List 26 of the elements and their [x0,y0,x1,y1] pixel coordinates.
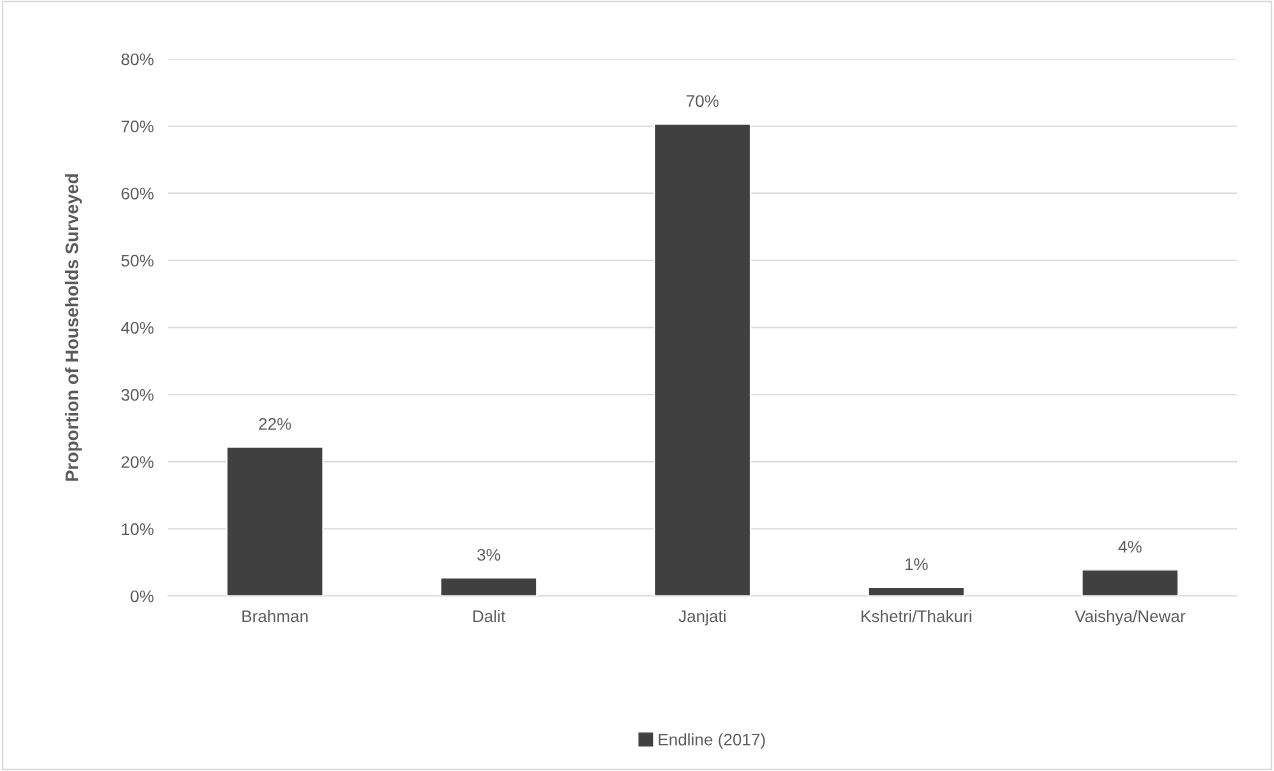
x-tick-label: Dalit [473,609,506,623]
y-tick-label: 0% [130,590,154,603]
data-label: 70% [686,95,719,107]
legend-label: Endline (2017) [658,733,765,749]
y-tick-label: 70% [121,120,154,133]
x-tick-label: Vaishya/Newar [1074,609,1186,626]
bar [439,577,538,596]
x-tick-label: Kshetri/Thakuri [861,609,972,623]
bar [867,586,966,596]
data-label: 22% [259,418,291,430]
x-tick-label: Janjati [678,609,726,626]
y-tick-label: 10% [122,523,154,536]
y-tick-label: 30% [121,389,154,401]
bar [226,446,324,596]
y-axis-title: Proportion of Households Surveyed [65,174,82,481]
y-tick-label: 50% [121,254,154,267]
bar [653,123,752,596]
data-label: 3% [477,548,501,561]
bar [1081,569,1179,596]
y-tick-label: 20% [121,456,154,468]
y-tick-label: 60% [121,187,154,200]
x-tick-label: Brahman [242,609,308,623]
y-tick-label: 80% [121,53,154,66]
y-tick-label: 40% [121,321,154,334]
data-label: 4% [1118,540,1142,553]
data-label: 1% [905,558,928,571]
